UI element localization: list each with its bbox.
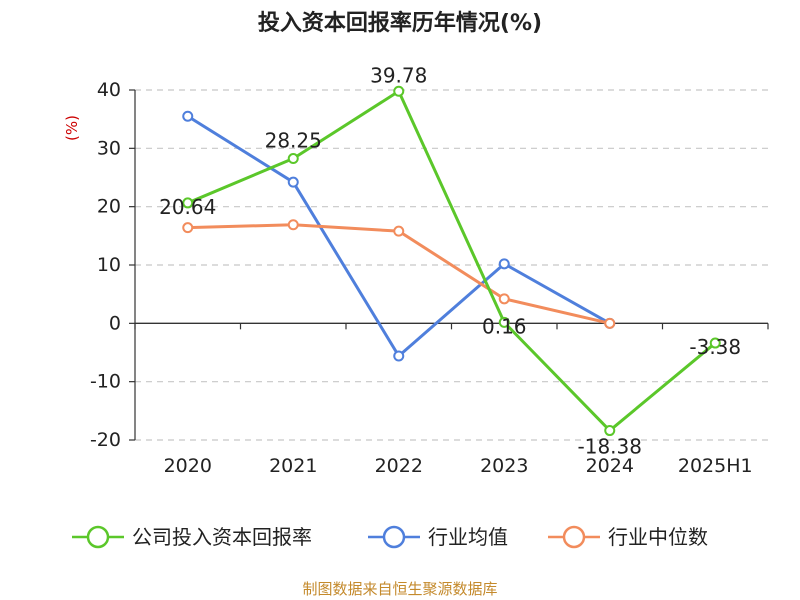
y-tick-label: -20: [90, 429, 121, 451]
data-label: 39.78: [370, 63, 427, 87]
x-tick-label: 2023: [480, 455, 528, 477]
legend-label: 行业中位数: [608, 525, 708, 549]
data-point: [498, 258, 510, 270]
data-point: [287, 176, 299, 188]
data-label: -18.38: [578, 435, 642, 459]
y-tick-label: -10: [90, 371, 121, 393]
data-label: 20.64: [159, 195, 216, 219]
data-point: [709, 337, 721, 349]
data-point: [393, 225, 405, 237]
y-axis-unit-label: (%): [63, 115, 81, 141]
series-layer: [182, 85, 721, 437]
data-point: [182, 110, 194, 122]
legend: 公司投入资本回报率 行业均值 行业中位数: [72, 525, 708, 549]
x-tick-label: 2020: [164, 455, 212, 477]
x-tick-label: 2024: [586, 455, 634, 477]
chart-title: 投入资本回报率历年情况(%): [258, 10, 542, 36]
y-tick-label: 10: [97, 254, 121, 276]
y-tick-label: 0: [109, 312, 121, 334]
series-line: [187, 223, 611, 325]
data-point: [498, 316, 510, 328]
y-tick-label: 40: [97, 79, 121, 101]
legend-marker: [382, 525, 406, 549]
data-point: [287, 153, 299, 165]
legend-marker: [562, 525, 586, 549]
legend-label: 公司投入资本回报率: [132, 525, 312, 549]
axis-layer: 40 30 20 10 0 -10 -20 2020 2021 2022 2023 2024 2025H…: [90, 79, 769, 477]
y-tick-label: 30: [97, 137, 121, 159]
data-point: [182, 197, 194, 209]
series-line: [187, 89, 717, 433]
x-tick-label: 2021: [269, 455, 317, 477]
data-label: 0.16: [482, 314, 527, 338]
data-point: [393, 350, 405, 362]
data-point: [393, 85, 405, 97]
data-label-layer: 20.64 28.25 39.78 0.16 -18.38 -3.38: [159, 63, 741, 458]
y-tick-label: 20: [97, 196, 121, 218]
legend-label: 行业均值: [428, 525, 508, 549]
legend-marker: [86, 525, 110, 549]
x-tick-label: 2025H1: [678, 455, 753, 477]
x-tick-label: 2022: [375, 455, 423, 477]
data-label: -3.38: [689, 335, 741, 359]
data-label: 28.25: [265, 129, 322, 153]
source-note: 制图数据来自恒生聚源数据库: [302, 580, 497, 598]
data-point: [604, 317, 616, 329]
data-point: [604, 425, 616, 437]
data-point: [287, 219, 299, 231]
data-point: [182, 222, 194, 234]
data-point: [498, 293, 510, 305]
